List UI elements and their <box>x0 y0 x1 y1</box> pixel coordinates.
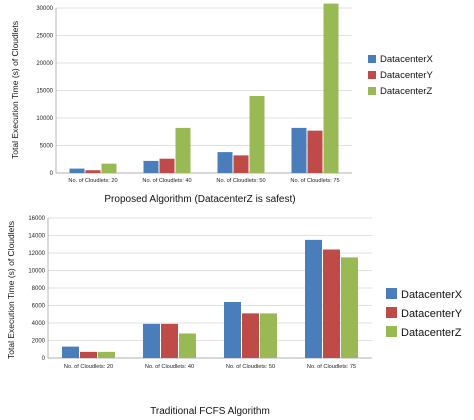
bar-datacenterx-2 <box>143 323 160 358</box>
x-category-label: No. of Cloudlets: 75 <box>290 178 339 184</box>
y-tick-label: 12000 <box>28 251 45 257</box>
chart-2: 0 2000 4000 6000 8000 10000 12000 14000 16000 No… <box>6 216 463 417</box>
legend-swatch-datacenterz <box>386 326 397 337</box>
bar-datacenterz-2 <box>179 333 196 358</box>
bar-datacenterx-4 <box>291 127 307 173</box>
bar-datacenterz-1 <box>101 163 117 173</box>
chart-2-xlabels: No. of Cloudlets: 20 No. of Cloudlets: 40… <box>64 364 356 370</box>
bar-datacentery-3 <box>233 155 249 173</box>
y-tick-label: 0 <box>42 356 46 362</box>
y-tick-label: 4000 <box>32 321 46 327</box>
bar-datacenterz-3 <box>249 96 265 173</box>
chart-2-bars <box>62 239 358 358</box>
legend-label-datacentery: DatacenterY <box>401 308 463 320</box>
bar-datacenterx-4 <box>305 239 322 358</box>
legend-label-datacenterz: DatacenterZ <box>380 86 432 97</box>
chart-1-title: Proposed Algorithm (DatacenterZ is safes… <box>104 194 295 205</box>
legend-label-datacenterz: DatacenterZ <box>401 327 462 339</box>
chart-2-yticks: 0 2000 4000 6000 8000 10000 12000 14000 16000 <box>28 216 45 362</box>
bar-datacentery-4 <box>323 249 340 358</box>
y-tick-label: 2000 <box>32 339 46 345</box>
chart-1-xlabels: No. of Cloudlets: 20 No. of Cloudlets: 40… <box>68 178 339 184</box>
x-category-label: No. of Cloudlets: 50 <box>226 364 275 370</box>
legend-swatch-datacentery <box>368 71 376 79</box>
y-tick-label: 6000 <box>32 304 46 310</box>
chart-2-title: Traditional FCFS Algorithm <box>150 406 270 417</box>
legend-label-datacenterx: DatacenterX <box>380 54 433 65</box>
legend-label-datacentery: DatacenterY <box>380 70 433 81</box>
y-tick-label: 10000 <box>28 269 45 275</box>
chart-1-yticks: 0 5000 10000 15000 20000 25000 30000 <box>36 6 53 177</box>
y-tick-label: 16000 <box>28 216 45 222</box>
bar-datacentery-2 <box>161 323 178 358</box>
x-category-label: No. of Cloudlets: 40 <box>142 178 191 184</box>
bar-datacenterx-1 <box>69 168 85 173</box>
bar-datacenterz-4 <box>341 257 358 358</box>
legend-swatch-datacenterx <box>368 55 376 63</box>
bar-datacenterz-3 <box>260 313 277 358</box>
bar-datacentery-1 <box>80 351 97 358</box>
chart-1: 0 5000 10000 15000 20000 25000 30000 No. of Cl… <box>10 3 433 205</box>
bar-datacenterx-1 <box>62 346 79 358</box>
bar-datacenterx-2 <box>143 160 159 173</box>
chart-1-bars <box>69 3 339 173</box>
chart-2-legend: DatacenterX DatacenterY DatacenterZ <box>386 288 463 339</box>
chart-1-ylabel: Total Execution Time (s) of Cloudlets <box>10 21 20 159</box>
legend-swatch-datacentery <box>386 307 397 318</box>
legend-label-datacenterx: DatacenterX <box>401 289 463 301</box>
bar-datacenterx-3 <box>217 152 233 173</box>
bar-datacentery-1 <box>85 170 101 173</box>
chart-2-ylabel: Total Execution Time (s) of Cloudlets <box>6 221 16 359</box>
x-category-label: No. of Cloudlets: 20 <box>64 364 113 370</box>
x-category-label: No. of Cloudlets: 20 <box>68 178 117 184</box>
bar-datacentery-2 <box>159 158 175 173</box>
y-tick-label: 20000 <box>36 61 53 67</box>
y-tick-label: 25000 <box>36 34 53 40</box>
y-tick-label: 30000 <box>36 6 53 12</box>
y-tick-label: 8000 <box>32 286 46 292</box>
x-category-label: No. of Cloudlets: 40 <box>145 364 194 370</box>
bar-datacenterz-4 <box>323 3 339 173</box>
chart-1-legend: DatacenterX DatacenterY DatacenterZ <box>368 54 433 97</box>
bar-datacenterx-3 <box>224 302 241 358</box>
y-tick-label: 5000 <box>40 144 54 150</box>
x-category-label: No. of Cloudlets: 50 <box>216 178 265 184</box>
bar-datacenterz-2 <box>175 127 191 173</box>
x-category-label: No. of Cloudlets: 75 <box>307 364 356 370</box>
legend-swatch-datacenterx <box>386 288 397 299</box>
bar-datacentery-4 <box>307 130 323 173</box>
chart-1-grid <box>55 7 352 174</box>
legend-swatch-datacenterz <box>368 87 376 95</box>
bar-datacenterz-1 <box>98 351 115 358</box>
y-tick-label: 10000 <box>36 116 53 122</box>
y-tick-label: 15000 <box>36 89 53 95</box>
y-tick-label: 0 <box>50 171 54 177</box>
bar-datacentery-3 <box>242 313 259 358</box>
y-tick-label: 14000 <box>28 234 45 240</box>
